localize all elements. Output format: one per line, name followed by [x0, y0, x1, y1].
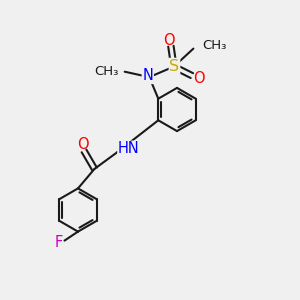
Text: CH₃: CH₃: [202, 39, 226, 52]
Text: O: O: [77, 137, 88, 152]
Text: N: N: [142, 68, 153, 83]
Text: O: O: [194, 71, 205, 86]
Text: S: S: [169, 58, 180, 74]
Text: O: O: [164, 33, 175, 48]
Text: HN: HN: [118, 141, 140, 156]
Text: F: F: [55, 235, 63, 250]
Text: CH₃: CH₃: [94, 65, 119, 78]
